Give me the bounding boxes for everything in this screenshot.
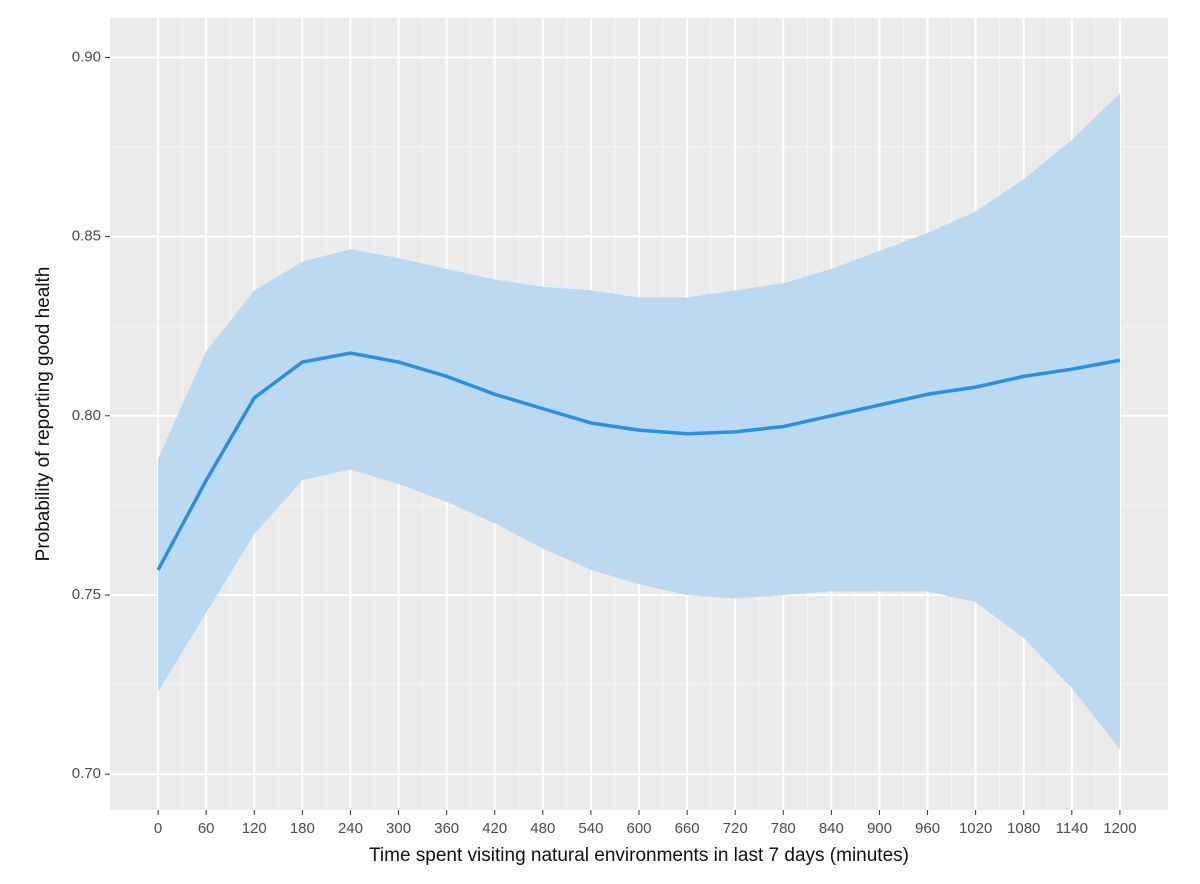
y-tick-label: 0.85	[72, 228, 101, 245]
y-axis-title: Probability of reporting good health	[33, 267, 54, 562]
x-tick-label: 240	[338, 820, 363, 837]
x-tick-label: 540	[578, 820, 603, 837]
y-tick-label: 0.75	[72, 586, 101, 603]
x-tick-label: 900	[867, 820, 892, 837]
x-tick-label: 60	[198, 820, 215, 837]
x-tick-label: 420	[482, 820, 507, 837]
y-tick-label: 0.90	[72, 48, 101, 65]
y-tick-label: 0.80	[72, 407, 101, 424]
x-tick-label: 0	[154, 820, 162, 837]
x-tick-label: 360	[434, 820, 459, 837]
x-tick-label: 120	[242, 820, 267, 837]
x-tick-label: 1020	[959, 820, 992, 837]
x-axis-title: Time spent visiting natural environments…	[369, 845, 909, 866]
x-tick-label: 480	[530, 820, 555, 837]
x-tick-label: 1200	[1103, 820, 1136, 837]
confidence-band	[158, 93, 1120, 750]
x-tick-label: 180	[290, 820, 315, 837]
x-tick-label: 1080	[1007, 820, 1040, 837]
x-tick-label: 300	[386, 820, 411, 837]
x-tick-label: 960	[915, 820, 940, 837]
x-tick-label: 600	[626, 820, 651, 837]
x-tick-label: 660	[675, 820, 700, 837]
fit-line	[156, 351, 1121, 571]
x-tick-label: 1140	[1056, 820, 1088, 837]
x-tick-label: 780	[771, 820, 796, 837]
y-tick-label: 0.70	[72, 765, 101, 782]
x-tick-label: 720	[723, 820, 748, 837]
x-tick-label: 840	[819, 820, 844, 837]
